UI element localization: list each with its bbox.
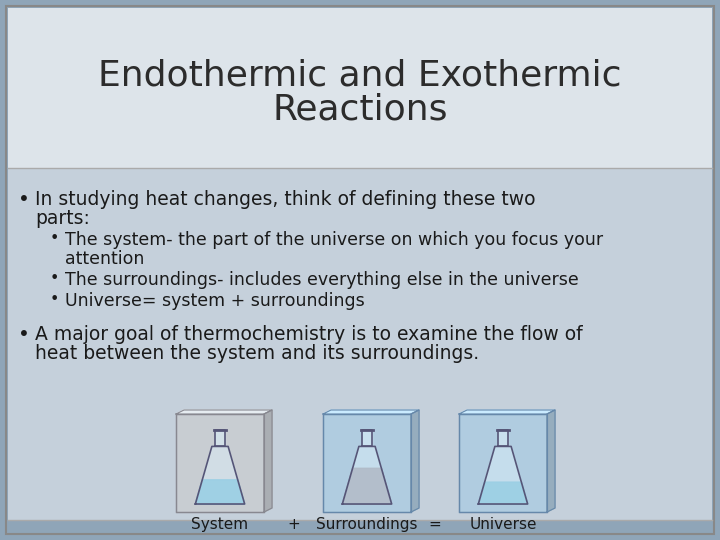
Polygon shape	[547, 410, 555, 512]
Polygon shape	[195, 480, 245, 504]
Polygon shape	[411, 410, 419, 512]
FancyBboxPatch shape	[6, 6, 714, 534]
Polygon shape	[478, 447, 528, 504]
Text: Universe: Universe	[469, 517, 536, 532]
Text: A major goal of thermochemistry is to examine the flow of: A major goal of thermochemistry is to ex…	[35, 325, 582, 344]
FancyBboxPatch shape	[323, 414, 411, 512]
Text: •: •	[18, 190, 30, 209]
Polygon shape	[342, 468, 392, 504]
Polygon shape	[215, 430, 225, 447]
Text: attention: attention	[65, 250, 145, 268]
FancyBboxPatch shape	[176, 414, 264, 512]
Polygon shape	[323, 410, 419, 414]
Polygon shape	[498, 430, 508, 447]
FancyBboxPatch shape	[459, 414, 547, 512]
Polygon shape	[264, 410, 272, 512]
Text: System: System	[192, 517, 248, 532]
Polygon shape	[459, 410, 555, 414]
Text: •: •	[50, 271, 59, 286]
Text: •: •	[50, 231, 59, 246]
Text: Reactions: Reactions	[272, 93, 448, 127]
Text: =: =	[428, 517, 441, 532]
Text: heat between the system and its surroundings.: heat between the system and its surround…	[35, 344, 479, 363]
Text: The surroundings- includes everything else in the universe: The surroundings- includes everything el…	[65, 271, 579, 289]
Text: In studying heat changes, think of defining these two: In studying heat changes, think of defin…	[35, 190, 536, 209]
Polygon shape	[342, 447, 392, 504]
FancyBboxPatch shape	[8, 8, 712, 168]
Polygon shape	[361, 430, 372, 447]
Text: Endothermic and Exothermic: Endothermic and Exothermic	[98, 59, 622, 93]
Polygon shape	[176, 410, 272, 414]
Text: Universe= system + surroundings: Universe= system + surroundings	[65, 292, 365, 310]
Text: •: •	[50, 292, 59, 307]
Text: +: +	[287, 517, 300, 532]
Polygon shape	[478, 482, 528, 504]
FancyBboxPatch shape	[8, 168, 712, 520]
Text: parts:: parts:	[35, 209, 90, 228]
Text: Surroundings: Surroundings	[316, 517, 418, 532]
Text: The system- the part of the universe on which you focus your: The system- the part of the universe on …	[65, 231, 603, 249]
Polygon shape	[195, 447, 245, 504]
Text: •: •	[18, 325, 30, 344]
